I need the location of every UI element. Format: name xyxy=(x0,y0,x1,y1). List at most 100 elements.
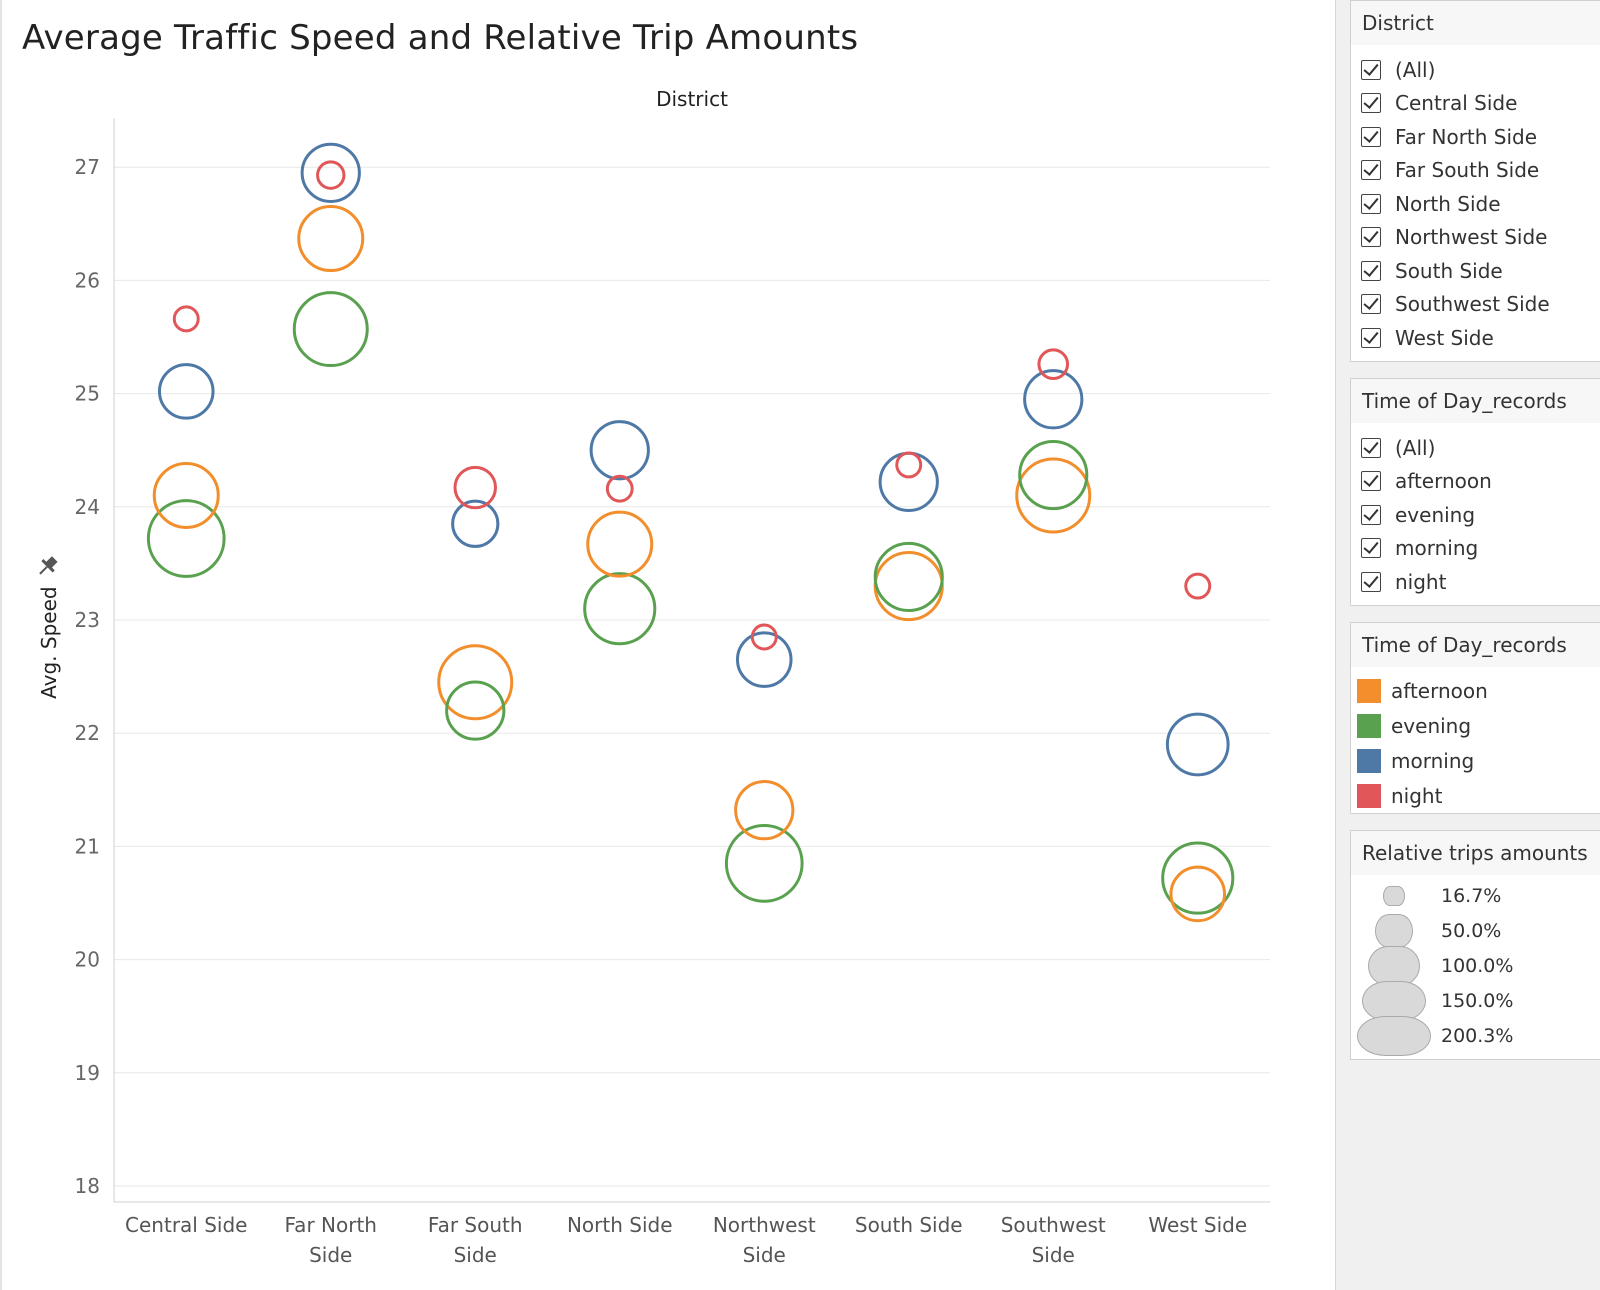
chart-title: Average Traffic Speed and Relative Trip … xyxy=(22,18,859,58)
size-legend-circle xyxy=(1357,1016,1431,1056)
district-option-label: South Side xyxy=(1395,258,1503,283)
checkbox-icon[interactable] xyxy=(1361,160,1381,180)
y-tick-label: 21 xyxy=(75,834,100,858)
y-tick-label: 20 xyxy=(75,948,100,972)
size-legend-title: Relative trips amounts xyxy=(1351,831,1600,875)
checkbox-icon[interactable] xyxy=(1361,571,1381,592)
district-option[interactable]: Northwest Side xyxy=(1361,221,1547,254)
bubble-afternoon[interactable] xyxy=(297,205,365,273)
x-tick-label: West Side xyxy=(1148,1213,1247,1237)
bubble-evening[interactable] xyxy=(724,824,804,903)
chart-area: Average Traffic Speed and Relative Trip … xyxy=(0,0,1336,1290)
color-legend-item[interactable]: night xyxy=(1357,778,1442,813)
district-option-label: Northwest Side xyxy=(1395,225,1548,249)
checkbox-icon[interactable] xyxy=(1361,504,1381,525)
time-of-day-option[interactable]: morning xyxy=(1361,532,1478,565)
bubble-morning[interactable] xyxy=(735,631,793,688)
color-legend-label: afternoon xyxy=(1391,678,1488,703)
checkbox-icon[interactable] xyxy=(1361,437,1381,458)
size-legend-card: Relative trips amounts 16.7% 50.0% 100.0% 1… xyxy=(1350,830,1600,1060)
x-tick-label: Side xyxy=(454,1243,497,1267)
checkbox-icon[interactable] xyxy=(1361,260,1381,281)
color-swatch xyxy=(1357,713,1381,738)
checkbox-icon[interactable] xyxy=(1361,59,1381,80)
time-of-day-option[interactable]: afternoon xyxy=(1361,465,1492,498)
district-option-label: Southwest Side xyxy=(1395,292,1550,316)
pin-icon[interactable] xyxy=(34,553,60,579)
bubble-morning[interactable] xyxy=(878,451,939,513)
time-of-day-option[interactable]: evening xyxy=(1361,498,1475,531)
x-tick-label: Side xyxy=(1032,1243,1075,1267)
bubble-evening[interactable] xyxy=(292,291,369,368)
checkbox-icon[interactable] xyxy=(1361,294,1381,314)
district-option[interactable]: South Side xyxy=(1361,254,1503,287)
bubble-morning[interactable] xyxy=(451,499,500,548)
district-option[interactable]: West Side xyxy=(1361,321,1494,354)
district-option[interactable]: (All) xyxy=(1361,53,1435,86)
checkbox-icon[interactable] xyxy=(1361,227,1381,247)
size-legend-circle xyxy=(1362,981,1426,1021)
side-panel: District (All) Central Side Far North Side… xyxy=(1336,0,1600,1290)
bubble-evening[interactable] xyxy=(445,680,506,741)
bubble-night[interactable] xyxy=(1037,348,1070,380)
color-legend-item[interactable]: afternoon xyxy=(1357,673,1488,708)
time-of-day-filter-title: Time of Day_records xyxy=(1351,379,1600,423)
checkbox-icon[interactable] xyxy=(1361,471,1381,491)
district-option[interactable]: Far North Side xyxy=(1361,120,1537,153)
bubble-night[interactable] xyxy=(172,305,200,333)
time-of-day-option[interactable]: (All) xyxy=(1361,431,1435,464)
size-legend-circle xyxy=(1383,886,1405,906)
color-legend-card: Time of Day_records afternoon evening morn… xyxy=(1350,622,1600,814)
bubble-evening[interactable] xyxy=(146,499,226,578)
bubble-morning[interactable] xyxy=(300,142,361,203)
bubble-afternoon[interactable] xyxy=(1015,457,1092,534)
checkbox-icon[interactable] xyxy=(1361,126,1381,147)
scatter-plot: District 18 19 20 21 22 23 24 25 26 27 Avg. Speed Ce… xyxy=(34,87,1270,1267)
color-legend-title: Time of Day_records xyxy=(1351,623,1600,667)
bubble-night[interactable] xyxy=(895,451,923,479)
bubble-morning[interactable] xyxy=(1023,369,1084,430)
district-filter-card: District (All) Central Side Far North Side… xyxy=(1350,0,1600,362)
bubble-morning[interactable] xyxy=(589,420,650,481)
bubble-night[interactable] xyxy=(605,474,634,503)
bubble-afternoon[interactable] xyxy=(586,510,654,578)
bubble-afternoon[interactable] xyxy=(734,780,795,841)
checkbox-icon[interactable] xyxy=(1361,193,1381,214)
size-legend-circle xyxy=(1375,914,1413,948)
bubble-evening[interactable] xyxy=(1018,440,1089,511)
x-tick-label: South Side xyxy=(855,1213,963,1237)
bubble-afternoon[interactable] xyxy=(437,644,514,721)
bubble-afternoon[interactable] xyxy=(152,461,220,529)
color-swatch xyxy=(1357,678,1381,703)
checkbox-icon[interactable] xyxy=(1361,93,1381,113)
bubble-night[interactable] xyxy=(750,623,778,651)
district-option-label: West Side xyxy=(1395,325,1494,350)
district-option[interactable]: Southwest Side xyxy=(1361,288,1550,321)
size-legend-label: 100.0% xyxy=(1441,955,1514,977)
district-option[interactable]: North Side xyxy=(1361,187,1501,220)
bubble-evening[interactable] xyxy=(873,541,944,613)
time-of-day-option[interactable]: night xyxy=(1361,565,1446,598)
color-legend-item[interactable]: evening xyxy=(1357,708,1471,743)
bubble-evening[interactable] xyxy=(1161,841,1235,915)
bubble-evening[interactable] xyxy=(583,572,657,646)
district-option[interactable]: Central Side xyxy=(1361,87,1517,120)
district-option[interactable]: Far South Side xyxy=(1361,154,1539,187)
color-legend-item[interactable]: morning xyxy=(1357,743,1474,778)
time-of-day-option-label: morning xyxy=(1395,536,1479,560)
district-option-label: Central Side xyxy=(1395,91,1518,115)
district-option-label: North Side xyxy=(1395,191,1501,216)
bubble-morning[interactable] xyxy=(1165,712,1230,777)
bubble-morning[interactable] xyxy=(157,363,215,420)
bubble-night[interactable] xyxy=(316,160,346,190)
bubble-night[interactable] xyxy=(1184,572,1212,600)
checkbox-icon[interactable] xyxy=(1361,538,1381,558)
bubble-night[interactable] xyxy=(453,465,497,510)
y-tick-label: 23 xyxy=(75,608,100,632)
bubble-afternoon[interactable] xyxy=(1169,865,1227,923)
size-legend-label: 50.0% xyxy=(1441,920,1502,942)
checkbox-icon[interactable] xyxy=(1361,327,1381,348)
y-tick-label: 19 xyxy=(75,1061,100,1085)
size-legend-item: 200.3% xyxy=(1351,1016,1600,1056)
x-tick-label: Southwest xyxy=(1001,1213,1106,1237)
